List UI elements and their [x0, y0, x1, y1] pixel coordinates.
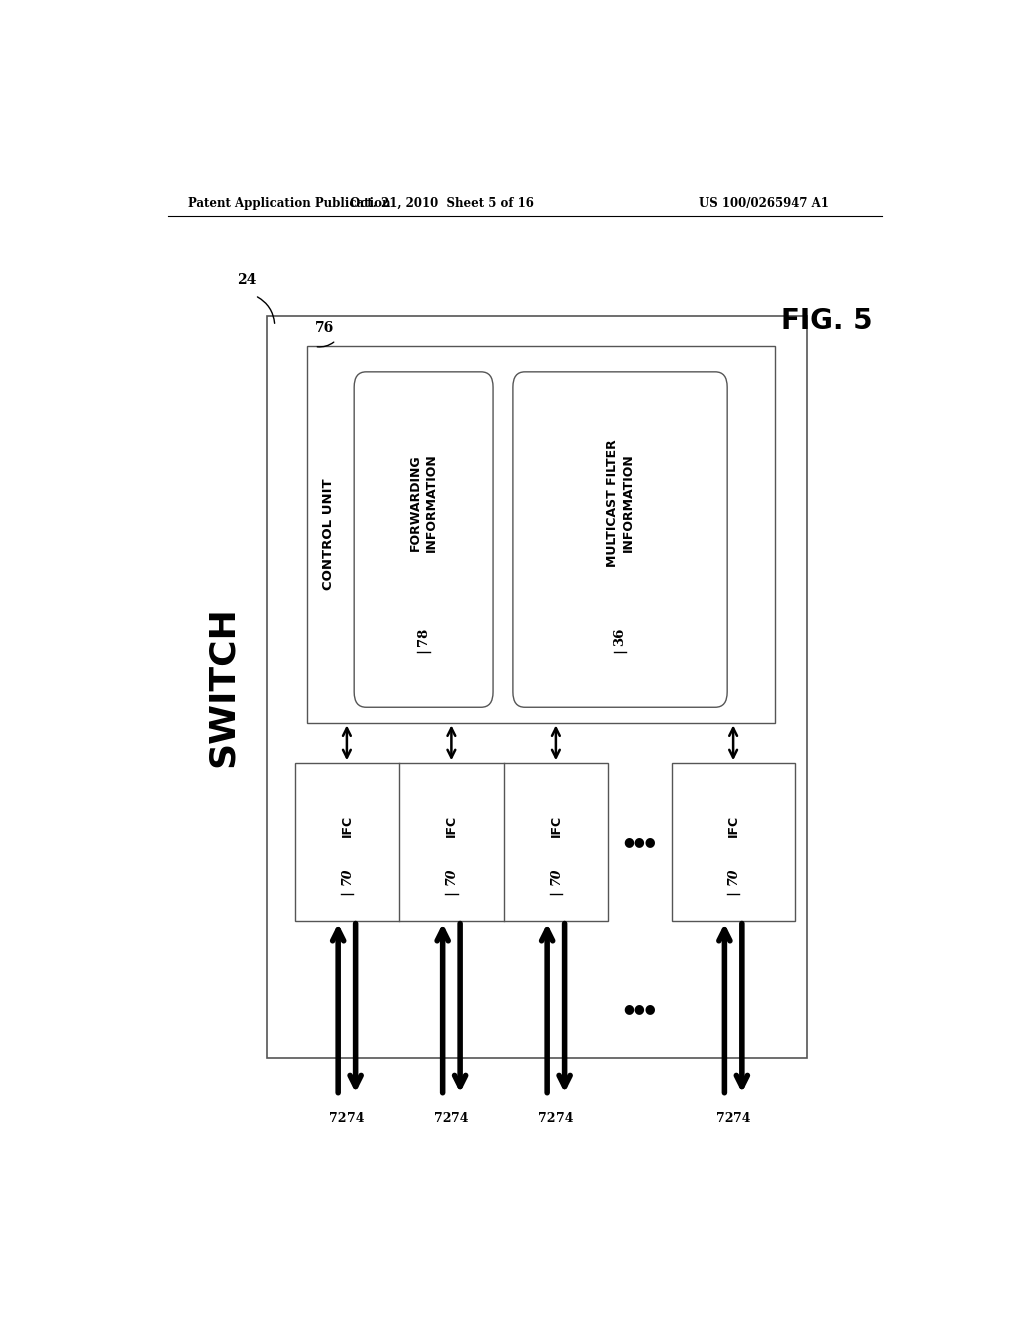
Bar: [295, 763, 608, 921]
Text: Patent Application Publication: Patent Application Publication: [187, 197, 390, 210]
Text: 74: 74: [347, 1113, 365, 1126]
Text: 74: 74: [556, 1113, 573, 1126]
Text: 72: 72: [716, 1113, 733, 1126]
Text: MULTICAST FILTER
INFORMATION: MULTICAST FILTER INFORMATION: [605, 440, 635, 566]
Text: 74: 74: [733, 1113, 751, 1126]
Text: SWITCH: SWITCH: [206, 606, 241, 767]
Text: IFC: IFC: [340, 816, 353, 837]
Text: IFC: IFC: [550, 816, 562, 837]
Text: ●●●: ●●●: [624, 836, 656, 849]
Text: 70: 70: [727, 867, 739, 886]
Text: FORWARDING
INFORMATION: FORWARDING INFORMATION: [410, 454, 438, 552]
Text: 24: 24: [238, 273, 257, 288]
Text: 76: 76: [314, 321, 334, 335]
Text: ●●●: ●●●: [624, 1002, 656, 1015]
FancyBboxPatch shape: [513, 372, 727, 708]
Bar: [306, 346, 775, 722]
Text: 78: 78: [417, 628, 430, 647]
Text: FIG. 5: FIG. 5: [780, 308, 872, 335]
Text: 70: 70: [340, 867, 353, 886]
Bar: [267, 315, 807, 1057]
Text: 72: 72: [330, 1113, 347, 1126]
Text: 36: 36: [613, 628, 627, 647]
Text: IFC: IFC: [727, 816, 739, 837]
Text: Oct. 21, 2010  Sheet 5 of 16: Oct. 21, 2010 Sheet 5 of 16: [349, 197, 534, 210]
Text: CONTROL UNIT: CONTROL UNIT: [323, 479, 335, 590]
Text: US 100/0265947 A1: US 100/0265947 A1: [699, 197, 829, 210]
Bar: [672, 763, 795, 921]
Text: 72: 72: [539, 1113, 556, 1126]
Text: 70: 70: [444, 867, 458, 886]
Text: IFC: IFC: [444, 816, 458, 837]
FancyBboxPatch shape: [354, 372, 494, 708]
Text: 74: 74: [452, 1113, 469, 1126]
Text: 70: 70: [550, 867, 562, 886]
Text: 72: 72: [434, 1113, 452, 1126]
